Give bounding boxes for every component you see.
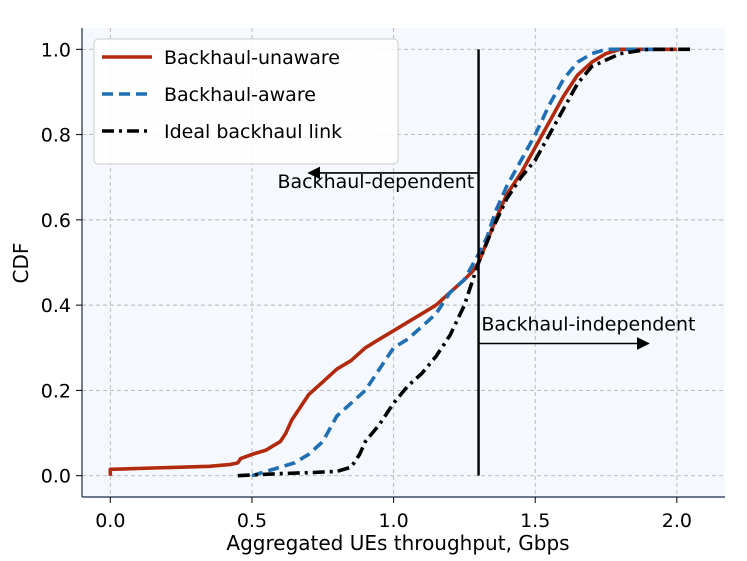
y-axis-label: CDF <box>9 243 33 284</box>
x-tick-label: 0.0 <box>95 510 125 532</box>
series-line-0 <box>108 47 677 476</box>
series-line-2 <box>237 47 691 478</box>
legend-label-2: Ideal backhaul link <box>164 121 342 143</box>
annotation-layer: Backhaul-dependent Backhaul-independent <box>277 49 695 476</box>
series-lines <box>108 47 691 478</box>
x-tick-label: 1.0 <box>378 510 408 532</box>
annotation-text-0: Backhaul-dependent <box>277 171 474 193</box>
y-tick-label: 0.2 <box>41 380 71 402</box>
legend-box <box>93 38 399 165</box>
legend: Backhaul-unaware Backhaul-aware Ideal back… <box>93 38 399 165</box>
x-tick-label: 0.5 <box>237 510 267 532</box>
y-tick-label: 0.6 <box>41 210 71 232</box>
series-line-1 <box>251 47 663 478</box>
x-ticks: 0.0 0.5 1.0 1.5 2.0 <box>95 497 692 532</box>
annotation-text-1: Backhaul-independent <box>481 314 695 336</box>
x-tick-label: 1.5 <box>520 510 550 532</box>
x-axis-label: Aggregated UEs throughput, Gbps <box>226 531 569 555</box>
legend-label-0: Backhaul-unaware <box>164 47 340 69</box>
legend-label-1: Backhaul-aware <box>164 84 316 106</box>
y-tick-label: 0.4 <box>41 295 71 317</box>
y-ticks: 0.0 0.2 0.4 0.6 0.8 1.0 <box>41 39 82 488</box>
y-tick-label: 1.0 <box>41 39 71 61</box>
x-tick-label: 2.0 <box>662 510 692 532</box>
y-tick-label: 0.8 <box>41 125 71 147</box>
y-tick-label: 0.0 <box>41 466 71 488</box>
